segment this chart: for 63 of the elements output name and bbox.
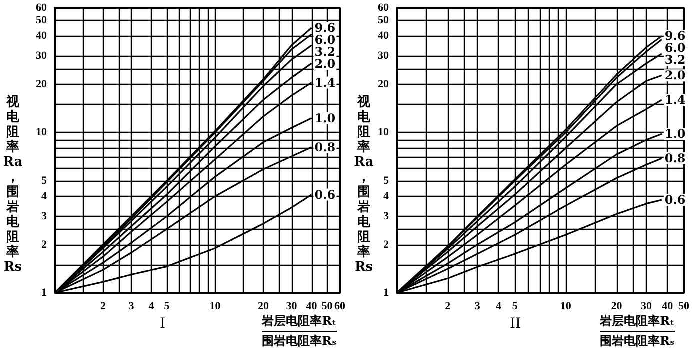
- x-tick-label: 60: [334, 300, 346, 312]
- x-tick-label: 2: [100, 300, 106, 312]
- y-tick-label: 5: [42, 174, 48, 187]
- x-tick-label: 3: [474, 300, 481, 312]
- x-axis-title: 岩层电阻率Rₜ 围岩电阻率Rₛ: [600, 313, 675, 350]
- series-label: 1.0: [664, 127, 686, 142]
- series-label: 1.4: [314, 76, 336, 90]
- series-label: 1.0: [314, 111, 336, 126]
- series-label: 0.8: [664, 152, 686, 166]
- y-tick-label: 40: [36, 30, 48, 42]
- y-tick-label: 2: [384, 238, 390, 251]
- x-tick-label: 5: [512, 300, 518, 312]
- series-label: 0.8: [314, 140, 336, 154]
- y-tick-label: 60: [378, 2, 390, 14]
- x-tick-label: 50: [322, 300, 334, 312]
- series-label: 6.0: [664, 41, 686, 56]
- series-label: 6.0: [314, 33, 336, 48]
- series-label: 0.6: [664, 193, 686, 208]
- x-tick-label: 20: [258, 300, 270, 312]
- x-tick-label: 50: [678, 300, 690, 312]
- text: 视电阻率Ra，围岩电阻率Rs: [354, 95, 374, 275]
- y-tick-label: 60: [36, 2, 48, 14]
- x-tick-label: 2: [445, 300, 452, 312]
- y-tick-label: 3: [384, 210, 390, 223]
- x-tick-label: 30: [286, 300, 298, 312]
- series-label: 0.6: [314, 188, 336, 202]
- x-tick-label: 10: [210, 300, 222, 312]
- y-tick-label: 5: [384, 174, 390, 187]
- x-tick-label: 4: [496, 300, 502, 312]
- y-tick-label: 4: [384, 190, 390, 203]
- x-tick-label: 3: [128, 300, 135, 312]
- series-label: 9.6: [314, 21, 336, 36]
- y-tick-label: 2: [42, 238, 48, 251]
- y-tick-label: 50: [36, 14, 48, 27]
- y-tick-label: 1: [384, 287, 389, 299]
- series-label: 9.6: [664, 29, 686, 44]
- text: 视电阻率Ra，围岩电阻率Rs: [3, 95, 23, 275]
- y-tick-label: 10: [36, 126, 48, 139]
- x-tick-label: 40: [662, 300, 674, 312]
- x-tick-label: 20: [611, 300, 623, 312]
- series-label: 1.4: [664, 93, 686, 108]
- x-tick-label: 5: [164, 300, 170, 312]
- y-tick-label: 30: [378, 50, 390, 62]
- series-label: 3.2: [314, 45, 336, 60]
- x-tick-label: 40: [306, 300, 318, 312]
- y-tick-label: 20: [378, 78, 390, 90]
- x-tick-label: 4: [148, 300, 155, 312]
- y-tick-label: 50: [378, 14, 390, 27]
- y-tick-label: 30: [36, 50, 48, 62]
- y-tick-label: 10: [378, 126, 390, 139]
- text: II: [510, 316, 522, 332]
- x-tick-label: 10: [560, 300, 572, 312]
- y-tick-label: 1: [42, 287, 47, 299]
- y-tick-label: 20: [36, 78, 48, 90]
- text: I: [160, 316, 166, 332]
- x-axis-title: 岩层电阻率Rₜ 围岩电阻率Rₛ: [262, 313, 337, 350]
- series-label: 2.0: [664, 68, 686, 83]
- series-label: 3.2: [664, 53, 686, 68]
- y-tick-label: 4: [42, 190, 48, 203]
- y-tick-label: 40: [378, 30, 390, 42]
- series-label: 2.0: [314, 57, 336, 72]
- x-tick-label: 30: [641, 300, 653, 312]
- y-tick-label: 3: [42, 210, 48, 223]
